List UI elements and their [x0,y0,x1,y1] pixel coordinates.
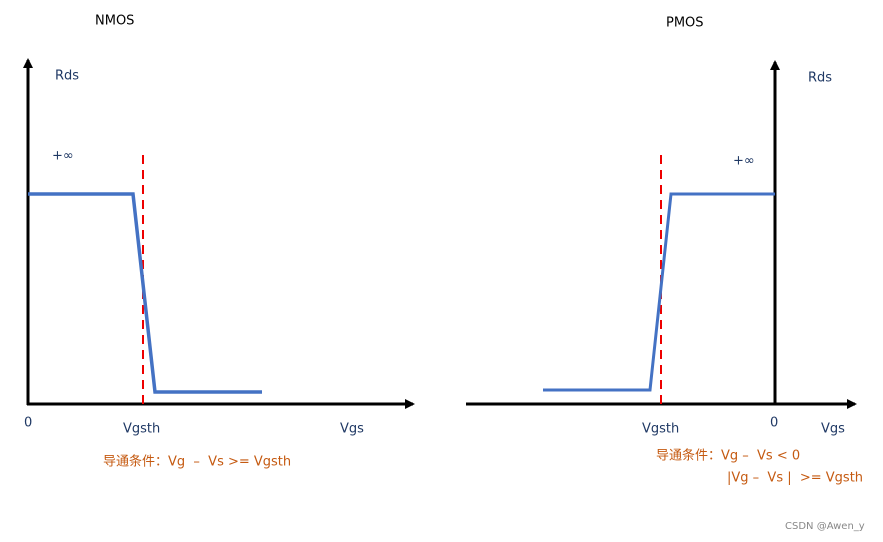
origin-label: 0 [24,416,32,431]
condition: 导通条件：Vg – Vs < 0 [656,448,800,464]
condition: |Vg – Vs | >= Vgsth [727,471,863,486]
watermark: CSDN @Awen_y [785,521,865,532]
title: PMOS [666,16,704,31]
x-label: Vgs [340,422,364,437]
y-label: Rds [808,71,832,86]
y-label: Rds [55,69,79,84]
title: NMOS [95,14,134,29]
origin-label: 0 [770,416,778,431]
infinity-label: +∞ [733,154,755,169]
infinity-label: +∞ [52,149,74,164]
rds-curve [543,192,775,392]
x-label: Vgs [821,422,845,437]
threshold-label: Vgsth [642,422,679,437]
condition: 导通条件：Vg – Vs >= Vgsth [103,454,291,470]
threshold-label: Vgsth [123,422,160,437]
rds-curve [28,192,262,394]
